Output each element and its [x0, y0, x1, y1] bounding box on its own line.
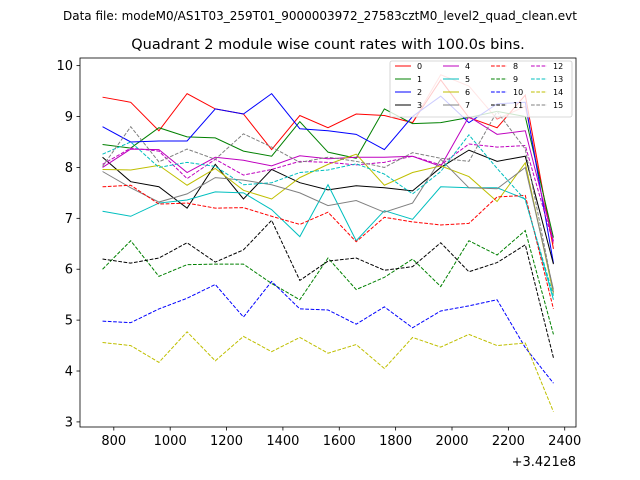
y-tick-label: 5 [65, 314, 73, 329]
axes-frame [79, 57, 577, 428]
axes [79, 57, 577, 428]
x-tick-label: 1600 [323, 434, 356, 449]
x-tick-label: 2200 [492, 434, 525, 449]
legend-label: 5 [465, 75, 470, 84]
series-line-10 [102, 280, 554, 384]
series-line-9 [102, 229, 554, 335]
legend-label: 13 [553, 75, 563, 84]
legend-label: 11 [513, 101, 523, 110]
tick-marks: 800 1000 1200 1400 1600 1800 2000 2200 2400 3 4 5 6 7… [56, 59, 581, 449]
chart-suptitle: Data file: modeM0/AS1T03_259T01_90000039… [63, 9, 577, 23]
series-line-7 [102, 158, 554, 290]
x-tick-label: 1800 [379, 434, 412, 449]
series-line-4 [102, 115, 554, 242]
legend-label: 15 [553, 101, 563, 110]
chart-title: Quadrant 2 module wise count rates with … [131, 37, 525, 53]
series-line-13 [102, 134, 554, 296]
legend-label: 2 [417, 88, 422, 97]
legend-label: 7 [465, 101, 470, 110]
legend-label: 14 [553, 88, 563, 97]
plot-area [80, 58, 576, 427]
series-line-6 [102, 153, 554, 294]
y-tick-label: 9 [65, 110, 73, 125]
x-tick-label: 2000 [435, 434, 468, 449]
series-line-0 [102, 79, 554, 249]
x-tick-label: 800 [101, 434, 126, 449]
series-line-8 [102, 184, 554, 310]
x-tick-label: 1200 [210, 434, 243, 449]
y-tick-label: 4 [65, 365, 73, 380]
legend-label: 10 [513, 88, 523, 97]
x-offset-label: +3.421e8 [512, 455, 576, 470]
legend-box [389, 60, 573, 118]
x-tick-label: 2400 [548, 434, 581, 449]
legend-label: 6 [465, 88, 470, 97]
y-tick-label: 10 [56, 59, 73, 74]
y-tick-label: 8 [65, 161, 73, 176]
legend-label: 8 [513, 62, 518, 71]
legend-label: 1 [417, 75, 422, 84]
series-line-14 [102, 331, 554, 412]
x-tick-label: 1400 [266, 434, 299, 449]
plot-background [80, 58, 576, 427]
x-tick-label: 1000 [154, 434, 187, 449]
series-line-12 [102, 143, 554, 244]
series-lines [102, 74, 554, 412]
legend-label: 4 [465, 62, 470, 71]
legend-label: 9 [513, 75, 518, 84]
legend-label: 12 [553, 62, 563, 71]
legend-label: 3 [417, 101, 422, 110]
y-tick-label: 3 [65, 415, 73, 430]
y-tick-label: 6 [65, 263, 73, 278]
series-line-15 [102, 110, 554, 293]
legend-label: 0 [417, 62, 422, 71]
y-tick-label: 7 [65, 212, 73, 227]
